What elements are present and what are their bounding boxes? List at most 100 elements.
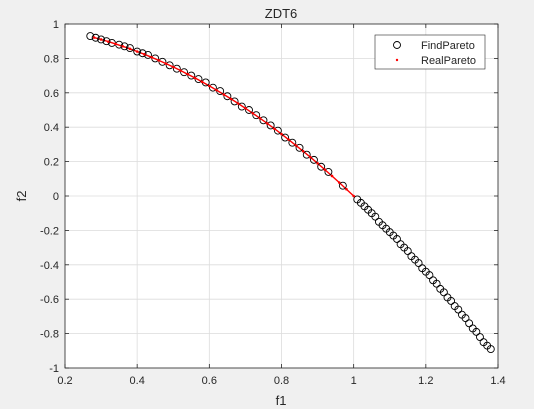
findpareto-point (208, 83, 217, 92)
x-tick-label: 0.8 (274, 375, 289, 387)
y-tick-label: -0.6 (40, 294, 59, 306)
findpareto-point (259, 116, 268, 125)
findpareto-point (91, 33, 100, 42)
x-tick-label: 1.4 (490, 375, 505, 387)
y-tick-label: -1 (49, 363, 59, 375)
y-tick-label: 0.6 (44, 88, 59, 100)
findpareto-point (324, 167, 333, 176)
findpareto-point (461, 314, 470, 323)
findpareto-point (472, 327, 481, 336)
legend-marker-realpareto (395, 58, 399, 62)
findpareto-point (371, 212, 380, 221)
x-tick-labels: 0.2 0.4 0.6 0.8 1 1.2 1.4 (57, 375, 505, 387)
legend-label-findpareto: FindPareto (421, 40, 475, 52)
findpareto-point (288, 138, 297, 147)
realpareto-point (222, 93, 226, 96)
realpareto-point (157, 59, 161, 62)
legend-label-realpareto: RealPareto (421, 55, 476, 67)
findpareto-point (393, 235, 401, 243)
realpareto-point (337, 181, 341, 184)
findpareto-point (266, 121, 275, 130)
y-axis-label: f2 (14, 191, 29, 202)
findpareto-point (403, 247, 412, 255)
realpareto-point (121, 44, 125, 48)
findpareto-point (102, 37, 111, 46)
findpareto-point (310, 155, 318, 164)
realpareto-point (107, 40, 110, 43)
findpareto-point (454, 305, 463, 314)
findpareto-point (223, 92, 232, 101)
realpareto-point (251, 111, 254, 115)
realpareto-point (179, 69, 182, 72)
findpareto-point (295, 143, 304, 152)
findpareto-point (486, 345, 495, 354)
realpareto-point (294, 144, 298, 147)
realpareto-point (193, 76, 197, 80)
findpareto-point (465, 319, 474, 328)
findpareto-point (158, 57, 167, 66)
findpareto-point (245, 106, 253, 114)
realpareto-point (301, 149, 305, 153)
x-tick-label: 0.6 (202, 375, 217, 387)
findpareto-point (120, 42, 129, 51)
findpareto-point (180, 68, 189, 77)
realpareto-point (92, 36, 96, 39)
findpareto-point (273, 126, 282, 135)
findpareto-point (165, 61, 174, 70)
realpareto-point (345, 187, 348, 191)
findpareto-point (97, 35, 106, 44)
realpareto-point (244, 106, 247, 110)
realpareto-point (280, 132, 283, 136)
findpareto-point (237, 102, 246, 111)
y-tick-label: 0 (53, 191, 59, 203)
plot-content (86, 32, 495, 354)
x-tick-label: 1.2 (418, 375, 433, 387)
findpareto-point (230, 97, 239, 106)
findpareto-point (432, 279, 441, 288)
legend-box (374, 34, 486, 70)
findpareto-point (338, 181, 347, 190)
axis-ticks (64, 23, 499, 369)
realpareto-point (236, 102, 240, 105)
realpareto-point (128, 47, 132, 51)
realpareto-point (171, 65, 175, 69)
realpareto-point (200, 80, 204, 84)
findpareto-point (172, 64, 181, 73)
findpareto-point (476, 333, 484, 341)
realpareto-point (272, 127, 276, 130)
x-tick-label: 1 (351, 375, 357, 387)
realpareto-point (330, 174, 334, 178)
findpareto-point (439, 288, 448, 297)
y-tick-label: -0.4 (40, 260, 59, 272)
y-tick-label: -0.2 (40, 225, 59, 237)
findpareto-point (138, 49, 147, 58)
x-axis-label: f1 (276, 393, 287, 408)
y-tick-label: 0.8 (44, 53, 59, 65)
x-tick-label: 0.4 (130, 375, 145, 387)
y-tick-label: 0.2 (44, 157, 59, 169)
realpareto-point (316, 162, 319, 165)
realpareto-point (215, 88, 218, 92)
findpareto-point (447, 296, 456, 305)
y-tick-label: -0.8 (40, 329, 59, 341)
realpareto-point (258, 116, 262, 120)
findpareto-point (125, 44, 134, 53)
findpareto-point (281, 133, 290, 142)
realpareto-point (309, 155, 312, 159)
y-tick-label: 1 (53, 19, 59, 31)
realpareto-point (229, 97, 233, 101)
realpareto-point (135, 50, 139, 53)
findpareto-point (133, 47, 142, 56)
legend-marker-findpareto (393, 41, 401, 49)
x-tick-label: 0.2 (57, 375, 72, 387)
y-tick-label: 0.4 (44, 122, 59, 134)
realpareto-point (143, 53, 146, 56)
y-tick-labels: -1 -0.8 -0.6 -0.4 -0.2 0 0.2 0.4 0.6 0.8 1 (40, 19, 59, 375)
realpareto-point (265, 122, 269, 125)
findpareto-point (187, 71, 196, 80)
realpareto-point (150, 55, 153, 59)
findpareto-point (317, 162, 326, 171)
findpareto-point (414, 259, 423, 268)
realpareto-point (164, 62, 168, 65)
